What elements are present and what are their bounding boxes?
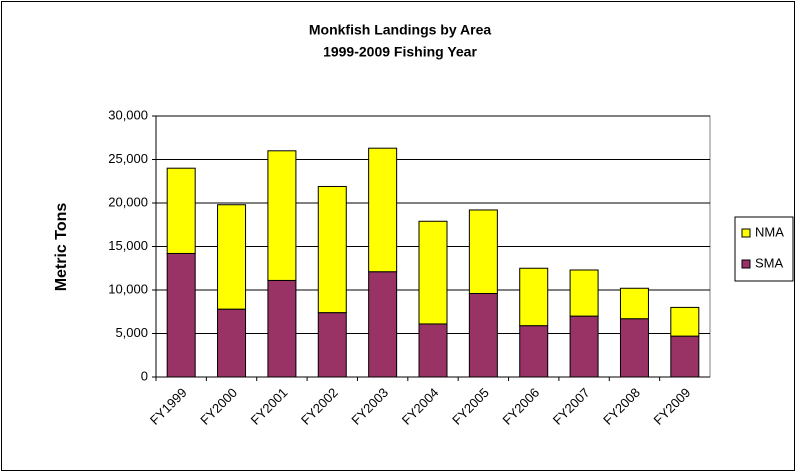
bar-segment xyxy=(267,279,297,378)
chart-title: Monkfish Landings by Area xyxy=(309,22,491,38)
y-tick-label: 15,000 xyxy=(108,238,148,253)
bar-segment xyxy=(519,325,549,378)
bar-segment xyxy=(217,204,247,310)
bar-segment xyxy=(670,306,700,337)
bar-segment xyxy=(519,267,549,327)
bar-segment xyxy=(166,167,196,254)
bar-segment xyxy=(217,308,247,378)
bar-segment xyxy=(619,287,649,320)
bar-segment xyxy=(468,209,498,294)
y-tick-label: 0 xyxy=(141,368,148,383)
legend-swatch xyxy=(741,259,751,269)
bar-segment xyxy=(670,335,700,378)
bar-segment xyxy=(317,185,347,314)
y-tick-label: 20,000 xyxy=(108,194,148,209)
bar-segment xyxy=(418,323,448,378)
y-tick-label: 5,000 xyxy=(115,325,148,340)
bar-segment xyxy=(619,318,649,378)
bar-segment xyxy=(468,292,498,378)
bar-segment xyxy=(368,147,398,273)
y-tick-label: 25,000 xyxy=(108,151,148,166)
legend-box xyxy=(734,216,794,282)
bar-segment xyxy=(569,269,599,317)
y-tick-label: 10,000 xyxy=(108,281,148,296)
bar-segment xyxy=(418,220,448,325)
bar-segment xyxy=(267,150,297,281)
bar-segment xyxy=(166,252,196,378)
chart-subtitle: 1999-2009 Fishing Year xyxy=(323,44,477,60)
bar-segment xyxy=(569,315,599,378)
bar-segment xyxy=(368,271,398,378)
legend-label: NMA xyxy=(755,224,784,239)
y-tick-label: 30,000 xyxy=(108,107,148,122)
y-axis-title: Metric Tons xyxy=(53,203,70,292)
legend-label: SMA xyxy=(755,255,784,270)
bar-segment xyxy=(317,312,347,378)
legend-swatch xyxy=(741,228,751,238)
